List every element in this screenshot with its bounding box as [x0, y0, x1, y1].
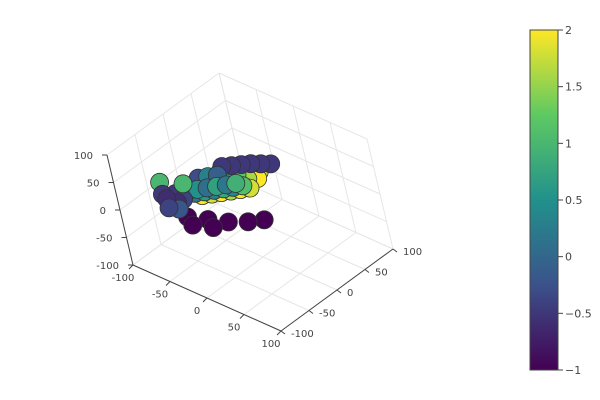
data-point[interactable]	[159, 198, 179, 218]
y-tick-label: 100	[403, 247, 422, 258]
x-tick-mark	[128, 264, 134, 270]
y-tick-label: -100	[291, 329, 314, 340]
y-tick-mark	[392, 248, 398, 253]
gridline	[119, 127, 233, 211]
y-tick-label: 50	[375, 268, 388, 279]
colorbar: 2 1.5 1 0.5 0 −0.5 −1	[529, 24, 592, 377]
x-tick-label: 0	[194, 306, 200, 317]
y-tick-mark	[336, 289, 342, 294]
gridline	[243, 232, 357, 315]
y-tick-mark	[280, 330, 286, 335]
gridline	[216, 203, 366, 270]
gridline	[231, 127, 381, 195]
colorbar-ticks: 2 1.5 1 0.5 0 −0.5 −1	[558, 24, 592, 377]
tick-labels-layer: -100 -50 0 50 100 -100 -50 0 50 100 -100 -50 0 50 100	[74, 151, 422, 350]
colorbar-tick-label: 0.5	[565, 194, 583, 207]
gridline	[113, 100, 226, 183]
x-tick-label: -100	[112, 273, 135, 284]
data-point[interactable]	[183, 215, 203, 235]
z-tick-label: 100	[74, 151, 93, 162]
data-point[interactable]	[238, 212, 258, 232]
data-point[interactable]	[226, 173, 246, 193]
colorbar-tick-label: 0	[565, 251, 572, 264]
x-tick-mark	[276, 330, 282, 336]
x-tick-mark	[165, 281, 171, 286]
data-point[interactable]	[173, 174, 193, 194]
colorbar-tick-label: −0.5	[565, 307, 592, 320]
x-tick-mark	[202, 297, 208, 303]
data-point[interactable]	[254, 210, 274, 230]
gridline	[329, 122, 357, 233]
gridline	[218, 72, 368, 140]
x-tick-mark	[239, 314, 245, 319]
y-tick-mark	[364, 269, 370, 273]
colorbar-bar	[529, 29, 559, 371]
gridline	[225, 100, 374, 167]
gridline	[366, 138, 394, 250]
y-tick-label: -50	[319, 309, 335, 320]
x-tick-label: 100	[261, 339, 280, 350]
z-tick-label: -100	[96, 261, 119, 272]
z-tick-label: 50	[87, 179, 100, 190]
colorbar-tick-label: −1	[565, 364, 581, 377]
axes-layer	[102, 154, 398, 336]
colorbar-tick-label: 1.5	[565, 81, 583, 94]
y-tick-label: 0	[347, 288, 353, 299]
colorbar-tick-label: 2	[565, 24, 572, 37]
x-tick-label: 50	[228, 323, 241, 334]
z-tick-label: 0	[100, 206, 106, 217]
data-point[interactable]	[203, 218, 223, 238]
z-tick-label: -50	[96, 234, 112, 245]
y-tick-mark	[308, 310, 314, 314]
colorbar-tick-label: 1	[565, 137, 572, 150]
gridline	[106, 72, 220, 156]
points-layer[interactable]	[150, 154, 281, 238]
x-tick-label: -50	[152, 290, 168, 301]
